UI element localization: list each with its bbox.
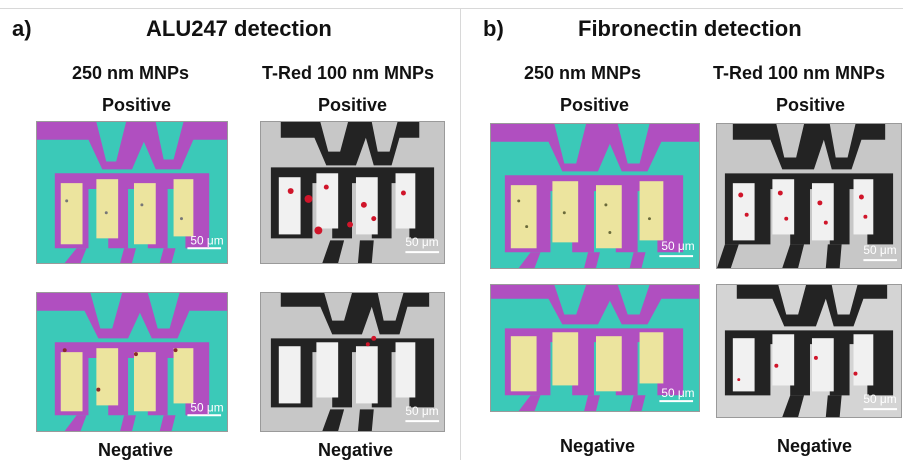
panel-a-title: ALU247 detection (146, 16, 332, 41)
scale-label-a3: 50 μm (190, 400, 223, 414)
panel-a-negative-left-label: Negative (98, 440, 174, 460)
scale-label-b2: 50 μm (863, 243, 896, 257)
panel-divider (460, 8, 461, 460)
panel-a-letter: a) (12, 16, 32, 41)
panel-b-positive-tred-micrograph: 50 μm (716, 123, 902, 269)
panel-a-negative-right-label: Negative (318, 440, 394, 460)
panel-a-positive-250nm-micrograph: 50 μm (36, 121, 228, 264)
scale-label-a4: 50 μm (405, 404, 438, 418)
panel-b-negative-250nm-image: 50 μm (491, 285, 699, 411)
panel-a-negative-250nm-image: 50 μm (37, 293, 227, 431)
panel-a-positive-left-label: Positive (102, 95, 172, 115)
panel-b-col-right-heading: T-Red 100 nm MNPs (713, 63, 886, 83)
panel-b-positive-left-label: Positive (560, 95, 630, 115)
panel-a-positive-right-label: Positive (318, 95, 388, 115)
panel-b-positive-250nm-image: 50 μm (491, 124, 699, 268)
panel-b-positive-250nm-micrograph: 50 μm (490, 123, 700, 269)
scale-label-b4: 50 μm (863, 392, 896, 406)
panel-b-letter: b) (483, 16, 504, 41)
panel-b-col-left-heading: 250 nm MNPs (524, 63, 642, 83)
panel-b-positive-tred-image: 50 μm (717, 124, 901, 268)
panel-a-positive-250nm-image: 50 μm (37, 122, 227, 263)
scale-label-a1: 50 μm (190, 233, 223, 247)
panel-b-negative-left-label: Negative (560, 436, 636, 456)
scale-label-b1: 50 μm (661, 239, 694, 253)
panel-a-positive-tred-micrograph: 50 μm (260, 121, 445, 264)
scale-label-a2: 50 μm (405, 235, 438, 249)
panel-a-positive-tred-image: 50 μm (261, 122, 444, 263)
panel-b-negative-tred-image: 50 μm (717, 285, 901, 417)
panel-a-col-left-heading: 250 nm MNPs (72, 63, 190, 83)
panel-b-title: Fibronectin detection (578, 16, 802, 41)
scale-label-b3: 50 μm (661, 386, 694, 400)
top-border-line (0, 8, 903, 9)
panel-b-negative-right-label: Negative (777, 436, 853, 456)
panel-a-negative-250nm-micrograph: 50 μm (36, 292, 228, 432)
panel-b-negative-tred-micrograph: 50 μm (716, 284, 902, 418)
panel-a-col-right-heading: T-Red 100 nm MNPs (262, 63, 435, 83)
panel-b-negative-250nm-micrograph: 50 μm (490, 284, 700, 412)
panel-b-positive-right-label: Positive (776, 95, 846, 115)
panel-a-negative-tred-micrograph: 50 μm (260, 292, 445, 432)
panel-a-negative-tred-image: 50 μm (261, 293, 444, 431)
